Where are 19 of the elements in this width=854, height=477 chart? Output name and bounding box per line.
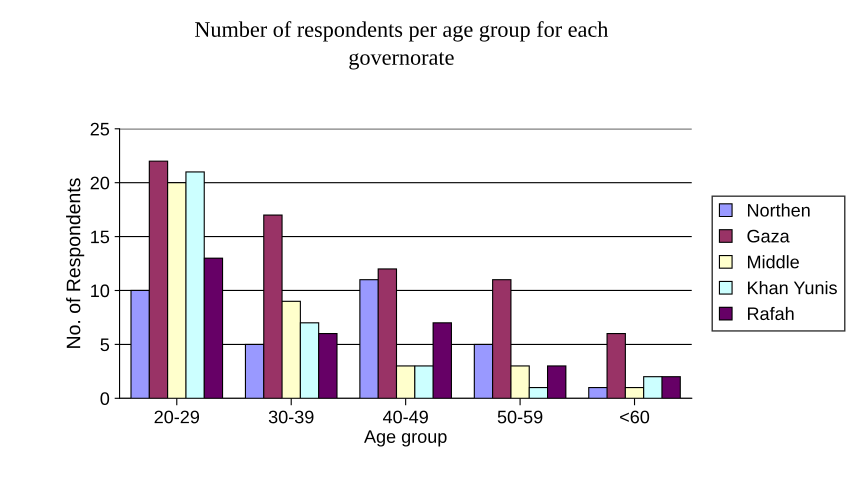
y-tick-label: 20 xyxy=(90,176,110,190)
x-tick-label: 50-59 xyxy=(498,410,542,424)
x-tick-label: 30-39 xyxy=(268,410,314,424)
legend-label: Middle xyxy=(748,255,799,268)
chart-title: Number of respondents per age group for each governorate xyxy=(194,21,608,70)
y-tick-label: 0 xyxy=(100,392,110,406)
x-tick-label: 20-29 xyxy=(154,410,200,424)
legend-label: Khan Yunis xyxy=(748,280,837,294)
y-tick-label: 5 xyxy=(100,338,110,352)
y-tick-label: 25 xyxy=(90,122,110,136)
x-tick-label: 40-49 xyxy=(382,410,428,424)
legend-label: Northen xyxy=(748,203,810,217)
y-tick-label: 15 xyxy=(91,230,110,244)
legend-label: Rafah xyxy=(748,306,794,320)
y-axis-title: No. of Respondents xyxy=(66,178,84,348)
x-tick-label: <60 xyxy=(620,410,650,424)
y-tick-label: 10 xyxy=(91,284,110,298)
x-axis-title: Age group xyxy=(364,430,447,447)
legend-label: Gaza xyxy=(747,230,790,243)
